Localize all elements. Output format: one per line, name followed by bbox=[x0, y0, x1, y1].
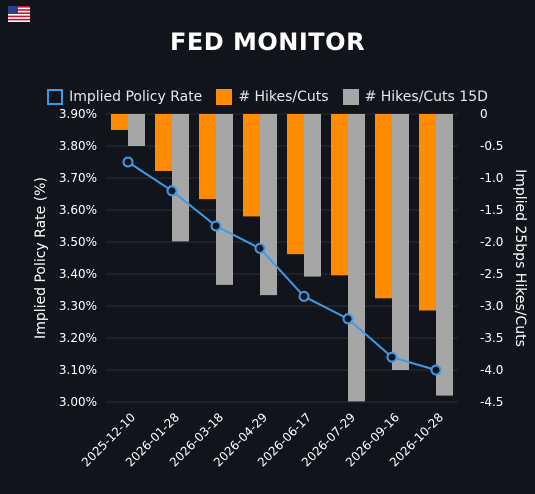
y-tick-label: 3.00% bbox=[59, 395, 97, 409]
policy-rate-point bbox=[166, 185, 178, 197]
bar-hikes-cuts bbox=[331, 114, 348, 276]
legend-swatch-hikes-cuts-15d bbox=[342, 89, 359, 105]
policy-rate-point bbox=[210, 220, 222, 232]
policy-rate-point bbox=[298, 290, 310, 302]
y2-tick-label: -0.5 bbox=[480, 139, 503, 153]
y-tick-label: 3.20% bbox=[59, 331, 97, 345]
y-tick-label: 3.60% bbox=[59, 203, 97, 217]
policy-rate-point bbox=[254, 242, 266, 254]
policy-rate-point bbox=[122, 156, 134, 168]
y2-tick-label: -4.0 bbox=[480, 363, 503, 377]
us-flag-icon bbox=[8, 6, 30, 22]
legend-item-policy-rate[interactable]: Implied Policy Rate bbox=[47, 89, 202, 105]
y2-tick-label: -1.5 bbox=[480, 203, 503, 217]
y-tick-label: 3.50% bbox=[59, 235, 97, 249]
legend-item-hikes-cuts[interactable]: # Hikes/Cuts bbox=[216, 89, 329, 105]
y2-tick-label: -3.0 bbox=[480, 299, 503, 313]
y-tick-label: 3.30% bbox=[59, 299, 97, 313]
bar-hikes-cuts-15d bbox=[216, 114, 233, 285]
y2-tick-label: -1.0 bbox=[480, 171, 503, 185]
y-tick-label: 3.70% bbox=[59, 171, 97, 185]
y2-tick-label: -3.5 bbox=[480, 331, 503, 345]
policy-rate-point bbox=[430, 364, 442, 376]
bar-hikes-cuts-15d bbox=[128, 114, 145, 146]
y2-tick-label: -2.5 bbox=[480, 267, 503, 281]
policy-rate-line bbox=[127, 161, 437, 371]
bar-hikes-cuts-15d bbox=[172, 114, 189, 242]
bar-hikes-cuts-15d bbox=[304, 114, 321, 277]
legend-label-hikes-cuts: # Hikes/Cuts bbox=[238, 89, 329, 105]
bar-hikes-cuts bbox=[287, 114, 304, 255]
y-tick-label: 3.10% bbox=[59, 363, 97, 377]
bar-hikes-cuts bbox=[419, 114, 436, 311]
legend-swatch-hikes-cuts bbox=[216, 89, 233, 105]
legend-label-policy-rate: Implied Policy Rate bbox=[69, 89, 203, 105]
y2-axis-label: Implied 25bps Hikes/Cuts bbox=[512, 169, 528, 347]
y-axis-label: Implied Policy Rate (%) bbox=[33, 177, 49, 339]
y2-tick-label: -2.0 bbox=[480, 235, 503, 249]
y-tick-label: 3.80% bbox=[59, 139, 97, 153]
bar-hikes-cuts-15d bbox=[436, 114, 453, 396]
bar-hikes-cuts-15d bbox=[348, 114, 365, 402]
bar-hikes-cuts-15d bbox=[392, 114, 409, 370]
legend-swatch-policy-rate bbox=[47, 89, 64, 105]
y-tick-label: 3.40% bbox=[59, 267, 97, 281]
legend-item-hikes-cuts-15d[interactable]: # Hikes/Cuts 15D bbox=[342, 89, 488, 105]
bar-hikes-cuts bbox=[375, 114, 392, 299]
bar-hikes-cuts bbox=[155, 114, 172, 171]
y2-tick-label: -4.5 bbox=[480, 395, 503, 409]
y2-tick-label: 0 bbox=[480, 107, 488, 121]
chart-legend: Implied Policy Rate # Hikes/Cuts # Hikes… bbox=[0, 86, 535, 108]
bar-hikes-cuts bbox=[243, 114, 260, 217]
y-tick-label: 3.90% bbox=[59, 107, 97, 121]
bar-hikes-cuts-15d bbox=[260, 114, 277, 296]
policy-rate-point bbox=[386, 351, 398, 363]
bar-hikes-cuts bbox=[199, 114, 216, 200]
bar-hikes-cuts bbox=[111, 114, 128, 130]
legend-label-hikes-cuts-15d: # Hikes/Cuts 15D bbox=[364, 89, 488, 105]
chart-title: FED MONITOR bbox=[169, 28, 366, 56]
policy-rate-point bbox=[342, 313, 354, 325]
